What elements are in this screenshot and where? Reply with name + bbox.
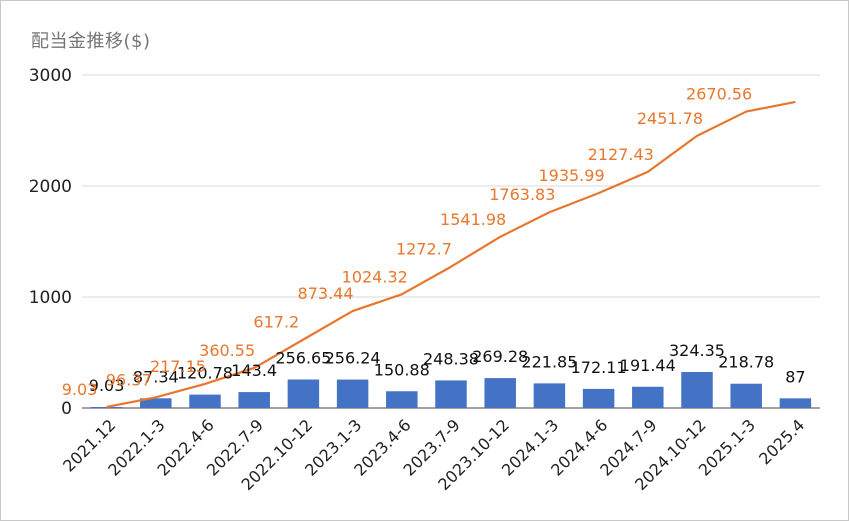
bar [730,383,762,408]
bar [238,392,270,408]
line-value-label: 2451.78 [637,109,703,128]
bar [533,383,566,408]
line-value-label: 96.37 [106,370,152,389]
bar-value-label: 87.34 [133,367,179,386]
bar [435,380,467,408]
bar [386,391,418,408]
bar [582,388,615,408]
line-value-label: 217.15 [150,357,206,376]
y-tick-label: 2000 [29,177,72,197]
line-value-label: 873.44 [298,284,354,303]
bar-value-label: 191.44 [620,356,676,375]
bar-value-label: 269.28 [472,347,528,366]
line-value-label: 1763.83 [489,185,555,204]
line-value-label: 617.2 [253,312,299,331]
chart-title: 配当金推移($) [31,31,151,52]
line-value-label: 2670.56 [686,85,752,104]
line-value-label: 360.55 [199,341,255,360]
bar [336,379,369,408]
bar [632,386,664,408]
bar [484,378,516,408]
bar-value-label: 324.35 [669,341,725,360]
bar [189,394,221,408]
line-value-label: 2127.43 [588,145,654,164]
bar [140,398,172,408]
bar-value-label: 120.78 [177,364,233,383]
x-tick-label: 2025.4 [755,415,808,468]
line-value-label: 1272.7 [396,240,452,259]
line-value-label: 9.03 [62,380,98,399]
bar-value-label: 248.38 [423,349,479,368]
bar [779,398,812,408]
bar-value-label: 87 [785,367,805,386]
line-value-label: 1935.99 [538,166,604,185]
bar-value-label: 172.11 [571,358,627,377]
y-tick-label: 0 [61,399,72,419]
bar-value-label: 221.85 [521,352,577,371]
line-value-label: 1024.32 [342,267,408,286]
bar-value-label: 256.24 [325,349,381,368]
y-tick-label: 1000 [29,288,72,308]
bar-value-label: 143.4 [231,361,277,380]
cumulative-line [106,100,796,409]
bar-value-label: 9.03 [89,376,125,395]
bar-value-label: 218.78 [718,353,774,372]
bar [287,379,320,408]
y-tick-label: 3000 [29,66,72,86]
bar [90,406,123,408]
line-value-label: 1541.98 [440,210,506,229]
bar-value-label: 150.88 [374,360,430,379]
bar-value-label: 256.65 [275,349,331,368]
bar [681,371,713,408]
